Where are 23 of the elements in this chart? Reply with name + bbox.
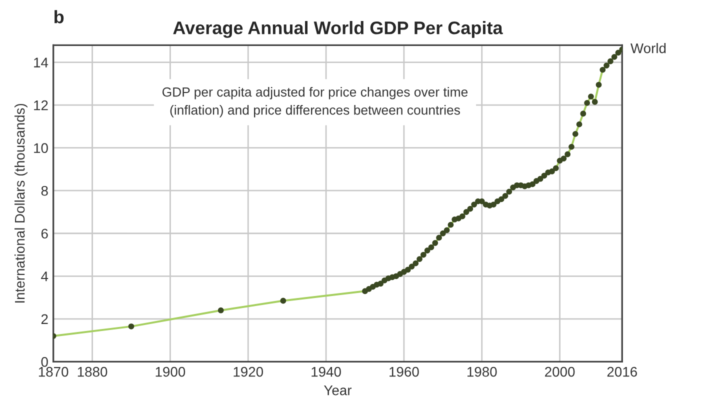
y-tick-label: 0	[41, 357, 48, 367]
y-axis-title: International Dollars (thousands)	[14, 104, 28, 303]
x-tick-label: 2000	[545, 366, 575, 377]
y-tick-label: 2	[41, 314, 48, 324]
y-tick-label: 4	[41, 272, 48, 282]
x-axis-title: Year	[324, 386, 352, 396]
x-tick-label: 1980	[467, 366, 497, 377]
x-tick-label: 1940	[312, 366, 341, 377]
chart-title: Average Annual World GDP Per Capita	[173, 21, 503, 38]
x-tick-label: 1900	[156, 366, 186, 377]
y-tick-label: 8	[41, 186, 48, 196]
y-tick-label: 12	[34, 100, 48, 110]
x-tick-label: 1870	[38, 366, 68, 377]
y-tick-label: 6	[41, 228, 48, 239]
x-tick-label: 2016	[607, 366, 637, 377]
x-tick-label: 1960	[390, 366, 419, 377]
y-tick-label: 10	[34, 143, 48, 154]
annotation: GDP per capita adjusted for price changes over time (inflation) and price differences between countries	[162, 87, 468, 118]
x-tick-label: 1880	[78, 366, 108, 377]
series-label: World	[630, 43, 666, 54]
text: b	[54, 10, 64, 24]
y-tick-label: 14	[34, 58, 48, 68]
x-tick-label: 1920	[234, 366, 264, 377]
